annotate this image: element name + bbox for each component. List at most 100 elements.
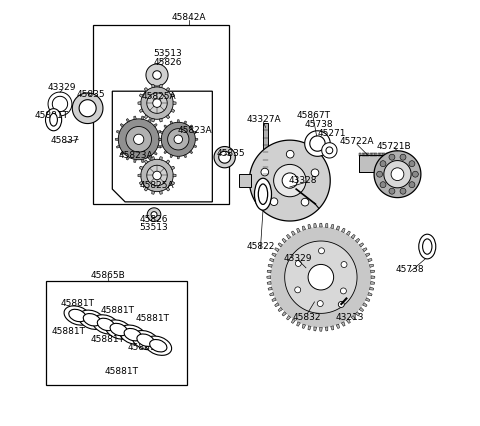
Polygon shape — [171, 167, 175, 170]
Polygon shape — [308, 225, 311, 229]
Circle shape — [389, 155, 395, 161]
Circle shape — [311, 170, 319, 177]
Circle shape — [133, 135, 144, 145]
Polygon shape — [152, 191, 155, 195]
Ellipse shape — [150, 340, 167, 352]
Text: 43329: 43329 — [48, 83, 76, 92]
Polygon shape — [139, 182, 143, 185]
Polygon shape — [282, 239, 287, 243]
Circle shape — [409, 161, 415, 167]
Text: 45825A: 45825A — [142, 92, 177, 101]
Ellipse shape — [120, 325, 146, 345]
Ellipse shape — [137, 334, 154, 347]
Polygon shape — [147, 208, 161, 222]
Polygon shape — [368, 259, 372, 262]
Bar — [378, 153, 380, 156]
Bar — [359, 153, 361, 156]
Polygon shape — [144, 88, 148, 92]
Polygon shape — [270, 293, 274, 296]
Circle shape — [153, 100, 161, 108]
Polygon shape — [159, 119, 162, 123]
Polygon shape — [326, 148, 333, 154]
Text: 45842A: 45842A — [172, 13, 206, 22]
Circle shape — [340, 288, 347, 294]
Bar — [367, 153, 370, 156]
Text: 45837: 45837 — [50, 135, 79, 144]
Polygon shape — [170, 155, 173, 158]
Polygon shape — [365, 253, 370, 257]
Polygon shape — [116, 131, 120, 134]
Circle shape — [295, 287, 300, 293]
Polygon shape — [359, 308, 364, 312]
Polygon shape — [278, 308, 283, 312]
Polygon shape — [374, 151, 421, 198]
Polygon shape — [146, 65, 168, 87]
Polygon shape — [351, 316, 355, 320]
Polygon shape — [134, 160, 136, 163]
Polygon shape — [336, 324, 339, 329]
Polygon shape — [310, 137, 325, 152]
Polygon shape — [173, 102, 176, 105]
Polygon shape — [282, 312, 287, 316]
Polygon shape — [362, 303, 367, 307]
Polygon shape — [139, 167, 143, 170]
Polygon shape — [164, 151, 167, 154]
Polygon shape — [291, 231, 295, 236]
Polygon shape — [148, 157, 151, 161]
Polygon shape — [278, 243, 283, 248]
Polygon shape — [371, 282, 374, 285]
Text: 45832: 45832 — [293, 313, 322, 322]
Polygon shape — [325, 224, 328, 228]
Circle shape — [261, 169, 269, 176]
Polygon shape — [177, 121, 180, 123]
Text: 45881T: 45881T — [60, 299, 95, 308]
Bar — [386, 153, 388, 156]
Polygon shape — [219, 152, 230, 164]
Polygon shape — [166, 115, 170, 119]
Polygon shape — [160, 145, 163, 148]
Polygon shape — [120, 124, 124, 128]
Polygon shape — [48, 93, 72, 117]
Polygon shape — [368, 293, 372, 296]
Bar — [359, 155, 391, 173]
Text: 45822: 45822 — [246, 242, 275, 250]
Circle shape — [317, 301, 323, 307]
Ellipse shape — [64, 306, 91, 325]
Polygon shape — [154, 152, 157, 155]
Text: 45721B: 45721B — [377, 141, 411, 150]
Polygon shape — [272, 253, 276, 257]
Text: 45881T: 45881T — [52, 327, 86, 336]
Polygon shape — [320, 328, 322, 331]
Polygon shape — [308, 326, 311, 330]
Bar — [93, 26, 229, 204]
Ellipse shape — [50, 114, 58, 127]
Polygon shape — [154, 124, 157, 128]
Polygon shape — [291, 319, 295, 324]
Polygon shape — [141, 88, 173, 120]
Ellipse shape — [93, 315, 120, 334]
Polygon shape — [171, 95, 175, 98]
Bar — [239, 175, 251, 187]
Polygon shape — [161, 123, 195, 157]
Bar — [372, 153, 375, 156]
Polygon shape — [285, 242, 357, 314]
Text: 45867T: 45867T — [296, 111, 330, 120]
Polygon shape — [351, 235, 355, 239]
Polygon shape — [120, 152, 124, 155]
Polygon shape — [116, 146, 120, 149]
Polygon shape — [275, 303, 279, 307]
Polygon shape — [331, 225, 334, 229]
Polygon shape — [184, 122, 187, 125]
Polygon shape — [138, 102, 141, 105]
Polygon shape — [365, 298, 370, 302]
Polygon shape — [157, 131, 161, 134]
Ellipse shape — [46, 109, 61, 132]
Polygon shape — [297, 229, 300, 233]
Ellipse shape — [124, 329, 142, 341]
Polygon shape — [267, 282, 271, 285]
Polygon shape — [355, 239, 360, 243]
Polygon shape — [193, 145, 197, 148]
Polygon shape — [195, 139, 198, 141]
Text: 45881T: 45881T — [136, 314, 170, 322]
Circle shape — [380, 161, 386, 167]
